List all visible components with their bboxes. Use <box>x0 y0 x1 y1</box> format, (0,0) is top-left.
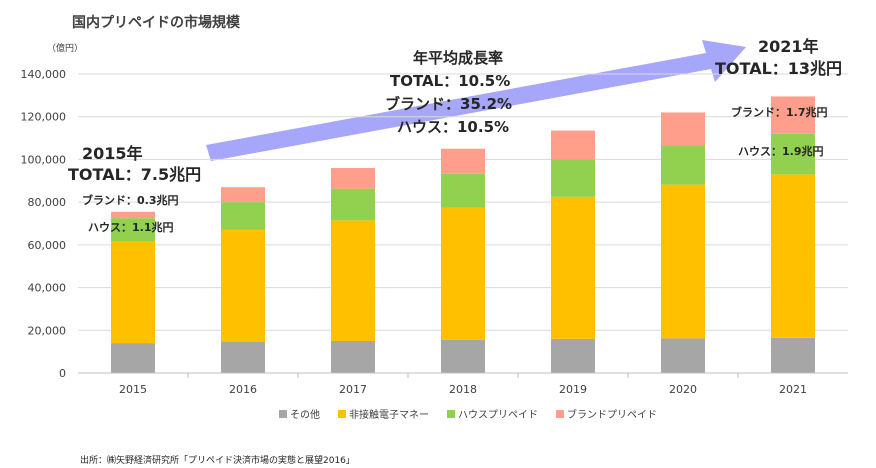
axes: 0 20,000 40,000 60,000 80,000 100,000 120,000 1… <box>21 68 848 396</box>
y-axis-unit: （億円） <box>47 44 84 54</box>
bar-segment <box>441 339 485 373</box>
annotation-cagr-brand: ブランド：35.2% <box>385 95 513 113</box>
legend-item: ハウスプリペイド <box>447 406 538 421</box>
bar-segment <box>551 196 595 339</box>
legend-swatch <box>279 409 287 418</box>
x-tick-label: 2018 <box>449 383 477 396</box>
bar-segment <box>661 112 705 146</box>
x-tick-label: 2020 <box>669 383 697 396</box>
y-tick-label: 80,000 <box>28 196 67 209</box>
annotation-2021-house: ハウス：1.9兆円 <box>738 145 824 158</box>
bar-segment <box>441 207 485 340</box>
bar-segment <box>331 220 375 341</box>
bar-segment <box>331 188 375 221</box>
growth-arrow <box>206 40 746 161</box>
x-tick-label: 2015 <box>119 383 147 396</box>
chart-legend: その他 非接触電子マネー ハウスプリペイド ブランドプリペイド <box>0 406 876 421</box>
bar-segment <box>771 174 815 338</box>
bar-segment <box>771 133 815 175</box>
annotation-2015-brand: ブランド：0.3兆円 <box>82 194 179 207</box>
annotation-2021-brand: ブランド：1.7兆円 <box>731 106 828 119</box>
annotation-cagr-title: 年平均成長率 <box>413 49 504 67</box>
bar-segment <box>661 338 705 373</box>
bar-segment <box>221 229 265 343</box>
bars <box>111 96 815 373</box>
bar-segment <box>771 337 815 373</box>
legend-label: ブランドプリペイド <box>567 410 657 421</box>
y-tick-label: 140,000 <box>21 68 67 81</box>
bar-segment <box>111 343 155 373</box>
bar-segment <box>441 173 485 208</box>
legend-item: 非接触電子マネー <box>338 406 429 421</box>
legend-label: ハウスプリペイド <box>458 410 538 421</box>
annotation-2015-house: ハウス：1.1兆円 <box>88 221 174 234</box>
bar-segment <box>551 130 595 160</box>
bar-segment <box>111 241 155 344</box>
legend-item: ブランドプリペイド <box>556 406 657 421</box>
annotation-cagr-total: TOTAL：10.5% <box>390 72 511 90</box>
x-tick-label: 2016 <box>229 383 257 396</box>
bar-segment <box>661 145 705 185</box>
bar-segment <box>221 202 265 230</box>
annotation-cagr-house: ハウス：10.5% <box>397 118 510 136</box>
annotation-2021-total: TOTAL：13兆円 <box>715 59 843 78</box>
x-tick-label: 2017 <box>339 383 367 396</box>
annotation-2021-year: 2021年 <box>758 37 819 56</box>
legend-swatch <box>447 409 455 418</box>
bar-segment <box>331 167 375 189</box>
bar-segment <box>221 342 265 373</box>
bar-segment <box>441 148 485 174</box>
x-tick-label: 2021 <box>779 383 807 396</box>
chart-title: 国内プリペイドの市場規模 <box>72 15 240 31</box>
y-tick-label: 20,000 <box>28 324 67 337</box>
legend-label: その他 <box>290 410 320 421</box>
bar-segment <box>551 159 595 197</box>
y-tick-label: 60,000 <box>28 239 67 252</box>
bar-segment <box>771 96 815 134</box>
legend-label: 非接触電子マネー <box>349 410 429 421</box>
y-tick-label: 120,000 <box>21 111 67 124</box>
y-tick-label: 40,000 <box>28 282 67 295</box>
bar-segment <box>221 187 265 203</box>
x-tick-label: 2019 <box>559 383 587 396</box>
bar-segment <box>331 340 375 373</box>
bar-segment <box>111 218 155 242</box>
annotation-2015-year: 2015年 <box>82 144 143 163</box>
y-tick-label: 0 <box>59 367 66 380</box>
legend-item: その他 <box>279 406 320 421</box>
annotation-2015-total: TOTAL：7.5兆円 <box>68 165 202 184</box>
source-note: 出所：㈱矢野経済研究所「プリペイド決済市場の実態と展望2016」 <box>80 456 355 466</box>
legend-swatch <box>338 409 346 418</box>
bar-segment <box>551 338 595 373</box>
bar-segment <box>661 184 705 339</box>
y-tick-label: 100,000 <box>21 153 67 166</box>
bar-segment <box>111 211 155 219</box>
legend-swatch <box>556 409 564 418</box>
